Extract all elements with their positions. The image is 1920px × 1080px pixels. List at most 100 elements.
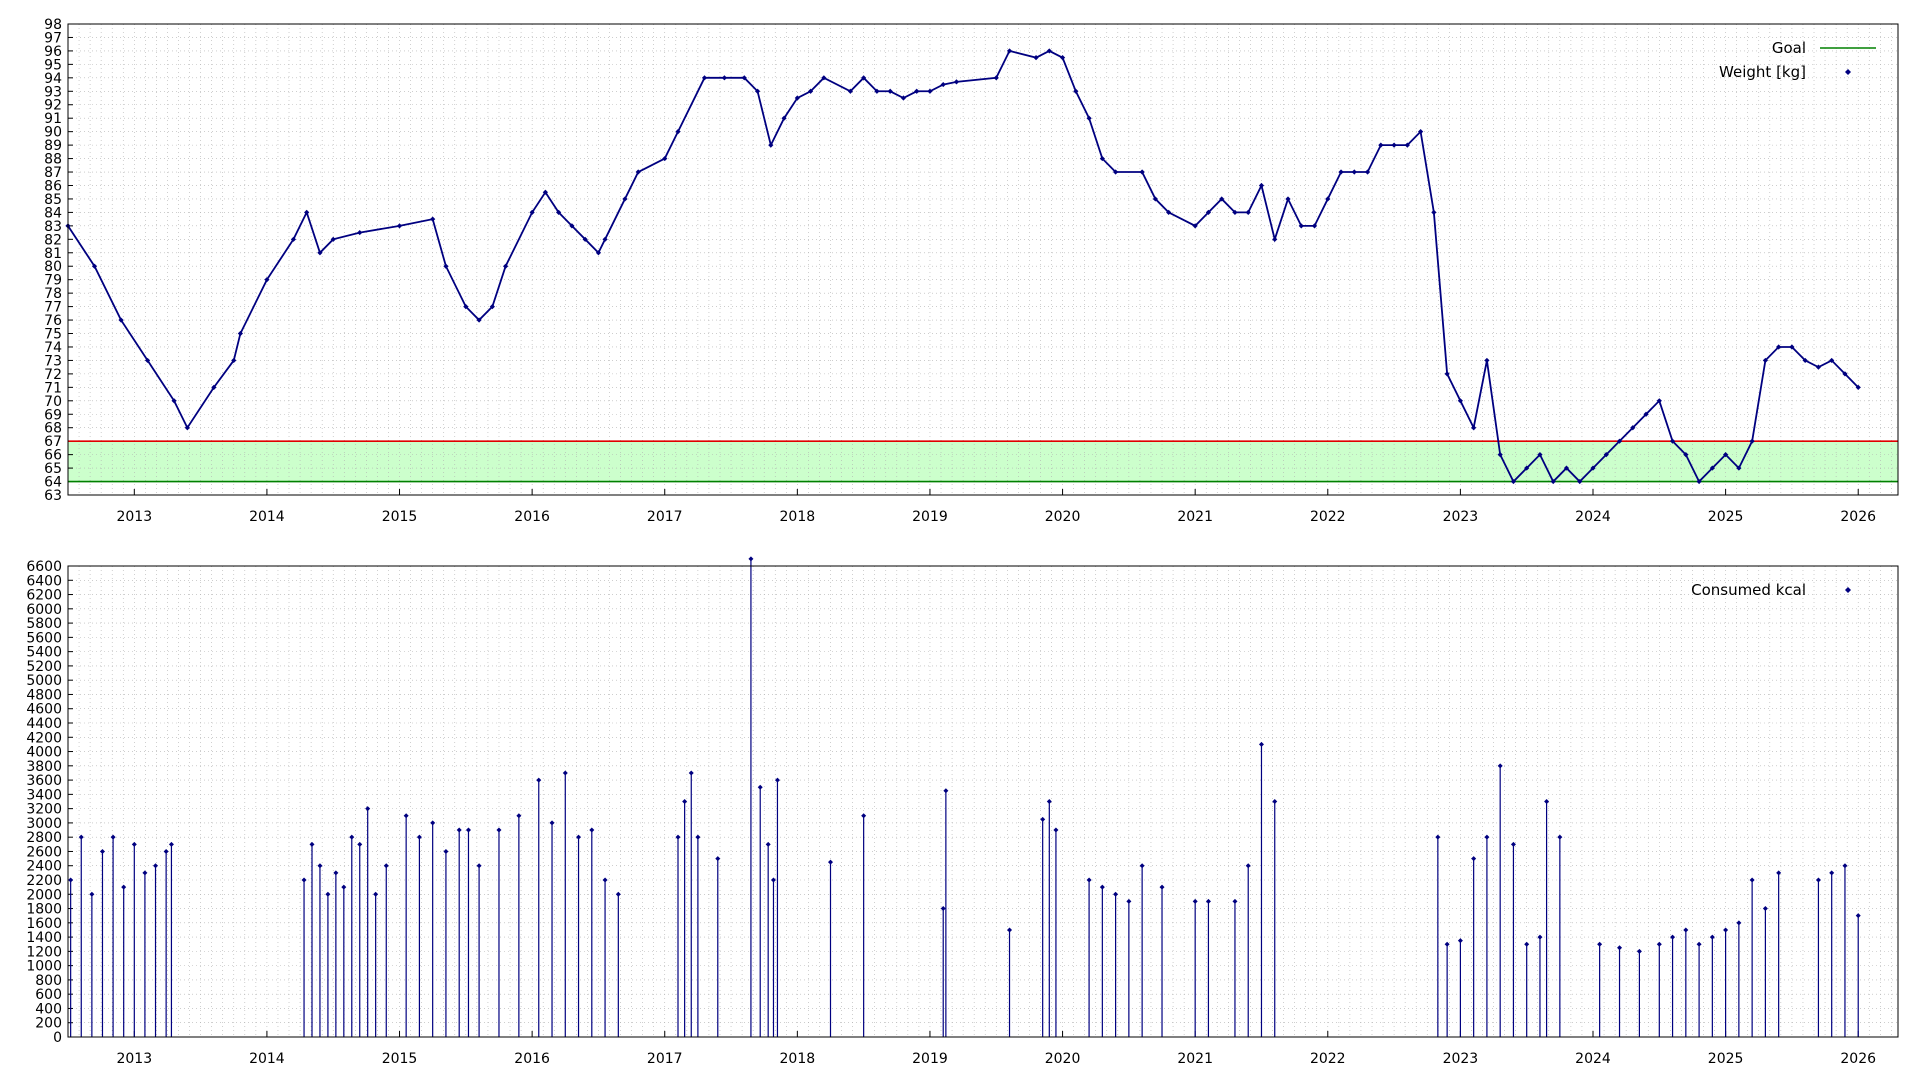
- kcal-point: [1040, 816, 1046, 822]
- kcal-point: [1544, 799, 1550, 804]
- weight-point: [582, 236, 588, 242]
- kcal-point: [383, 863, 389, 869]
- weight-point: [330, 236, 336, 242]
- kcal-point: [1245, 863, 1251, 869]
- legend: Consumed kcal: [1691, 581, 1851, 599]
- weight-point: [1497, 452, 1503, 458]
- y-tick-label: 5200: [26, 659, 62, 675]
- y-tick-label: 94: [44, 71, 62, 87]
- kcal-point: [153, 863, 159, 869]
- kcal-point: [602, 877, 608, 883]
- kcal-point: [78, 834, 84, 840]
- kcal-point: [1723, 927, 1729, 933]
- weight-point: [1378, 142, 1384, 148]
- y-tick-label: 2000: [26, 887, 62, 903]
- kcal-point: [403, 813, 409, 819]
- kcal-point: [365, 806, 371, 812]
- legend-swatch-point: [1845, 587, 1851, 593]
- kcal-point: [1471, 856, 1477, 862]
- kcal-point: [516, 813, 522, 819]
- x-tick-label: 2019: [912, 1051, 948, 1067]
- kcal-point: [757, 784, 763, 790]
- y-tick-label: 98: [44, 17, 62, 33]
- kcal-point: [68, 877, 74, 883]
- y-tick-label: 92: [44, 98, 62, 114]
- weight-point: [768, 142, 774, 148]
- plot-frame: [67, 23, 1899, 496]
- legend: Goal Weight [kg]: [1719, 39, 1876, 81]
- calories-chart: 0200400600800100012001400160018002000220…: [26, 556, 1899, 1067]
- weight-point: [463, 304, 469, 310]
- y-tick-label: 0: [53, 1030, 62, 1046]
- kcal-point: [1258, 741, 1264, 747]
- weight-point: [91, 263, 98, 269]
- weight-point: [476, 317, 482, 323]
- x-tick-label: 2020: [1045, 1051, 1081, 1067]
- weight-point: [489, 304, 495, 310]
- weight-point: [1272, 236, 1278, 242]
- kcal-point: [357, 841, 363, 847]
- kcal-point: [465, 827, 471, 833]
- kcal-point: [1557, 834, 1563, 840]
- x-tick-label: 2020: [1045, 509, 1081, 525]
- weight-point: [1669, 438, 1676, 444]
- weight-point: [1338, 169, 1344, 175]
- weight-point: [1616, 438, 1623, 444]
- weight-point: [953, 79, 960, 85]
- y-tick-label: 88: [44, 152, 62, 168]
- y-tick-label: 5600: [26, 630, 62, 646]
- y-tick-label: 71: [44, 380, 62, 396]
- weight-point: [1457, 398, 1463, 404]
- weight-point: [1258, 182, 1265, 189]
- kcal-point: [1670, 934, 1676, 940]
- grid: [67, 23, 1898, 496]
- y-tick-label: 68: [44, 421, 62, 437]
- weight-point: [721, 75, 728, 81]
- y-tick-label: 73: [44, 353, 62, 369]
- kcal-point: [121, 884, 127, 890]
- weight-point: [914, 88, 920, 94]
- kcal-point: [1762, 906, 1768, 912]
- weight-point: [211, 384, 217, 390]
- y-tick-label: 67: [44, 434, 62, 450]
- y-tick-label: 66: [44, 448, 62, 464]
- y-tick-label: 75: [44, 327, 62, 343]
- weight-point: [887, 88, 893, 94]
- weight-point: [1046, 48, 1052, 54]
- kcal-point: [1126, 898, 1132, 904]
- weight-point: [1749, 438, 1755, 444]
- weight-point: [569, 223, 575, 229]
- x-tick-label: 2016: [514, 1051, 550, 1067]
- kcal-point: [1597, 941, 1603, 947]
- kcal-point: [562, 770, 568, 776]
- kcal-point: [576, 834, 582, 840]
- kcal-point: [1683, 927, 1689, 933]
- y-tick-label: 2600: [26, 844, 62, 860]
- kcal-point: [131, 841, 137, 847]
- y-tick-label: 5400: [26, 645, 62, 661]
- kcal-point: [1510, 841, 1516, 847]
- x-tick-label: 2014: [249, 509, 285, 525]
- y-tick-label: 78: [44, 286, 62, 302]
- kcal-point: [341, 884, 347, 890]
- kcal-point: [1205, 898, 1211, 904]
- x-tick-label: 2021: [1177, 1051, 1213, 1067]
- weight-point: [900, 95, 907, 101]
- weight-point: [794, 95, 800, 101]
- weight-point: [1510, 478, 1517, 485]
- x-tick-label: 2024: [1575, 509, 1611, 525]
- y-tick-label: 200: [35, 1016, 62, 1032]
- x-tick-label: 2026: [1840, 509, 1876, 525]
- y-tick-label: 80: [44, 259, 62, 275]
- weight-point: [1683, 452, 1689, 458]
- weight-point: [635, 169, 641, 175]
- kcal-point: [1776, 870, 1782, 876]
- weight-point: [1577, 478, 1583, 485]
- kcal-point: [1855, 913, 1861, 919]
- weight-point: [675, 129, 681, 135]
- weight-point: [940, 81, 946, 88]
- weight-point: [1471, 425, 1477, 431]
- kcal-point: [1815, 877, 1821, 883]
- weight-point: [701, 75, 708, 81]
- weight-point: [1709, 465, 1715, 471]
